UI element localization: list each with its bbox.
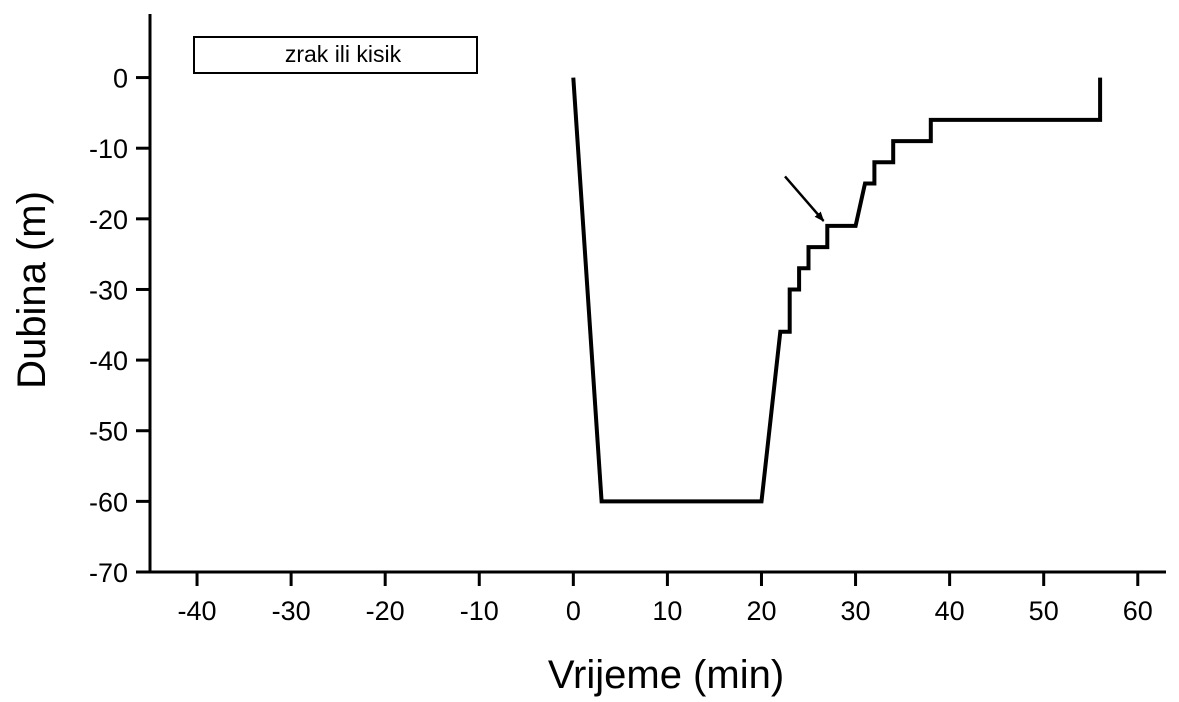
- x-tick-label: 20: [746, 596, 776, 626]
- y-axis-title: Dubina (m): [10, 191, 54, 389]
- x-tick-label: 30: [841, 596, 871, 626]
- series-group: [571, 77, 1103, 504]
- x-tick-label: -10: [460, 596, 499, 626]
- y-tick-label: -40: [89, 346, 128, 376]
- x-tick-label: -40: [178, 596, 217, 626]
- legend-box: [193, 36, 478, 74]
- x-tick-label: -30: [272, 596, 311, 626]
- dive-profile-line: [571, 77, 1103, 504]
- y-tick-label: -20: [89, 205, 128, 235]
- y-tick-label: -10: [89, 134, 128, 164]
- x-tick-label: -20: [366, 596, 405, 626]
- x-tick-label: 60: [1123, 596, 1153, 626]
- y-tick-label: -70: [89, 558, 128, 588]
- y-tick-label: 0: [113, 64, 128, 94]
- legend-entry: zrak ili kisik: [285, 41, 402, 67]
- annotation-arrow: [784, 175, 825, 222]
- y-tick-label: -30: [89, 275, 128, 305]
- x-tick-label: 0: [566, 596, 581, 626]
- axes: [148, 14, 1166, 574]
- x-tick-label: 40: [935, 596, 965, 626]
- x-tick-label: 50: [1029, 596, 1059, 626]
- x-tick-label: 10: [652, 596, 682, 626]
- y-axis-ticks: 0 -10 -20 -30 -40 -50 -60 -70: [89, 64, 150, 588]
- x-axis-title: Vrijeme (min): [548, 653, 784, 697]
- annotations: [784, 175, 825, 222]
- y-tick-label: -60: [89, 487, 128, 517]
- legend: zrak ili kisik: [193, 36, 478, 74]
- x-axis-ticks: -40 -30 -20 -10 0 10 20 30 40 50 60: [178, 572, 1153, 626]
- y-tick-label: -50: [89, 417, 128, 447]
